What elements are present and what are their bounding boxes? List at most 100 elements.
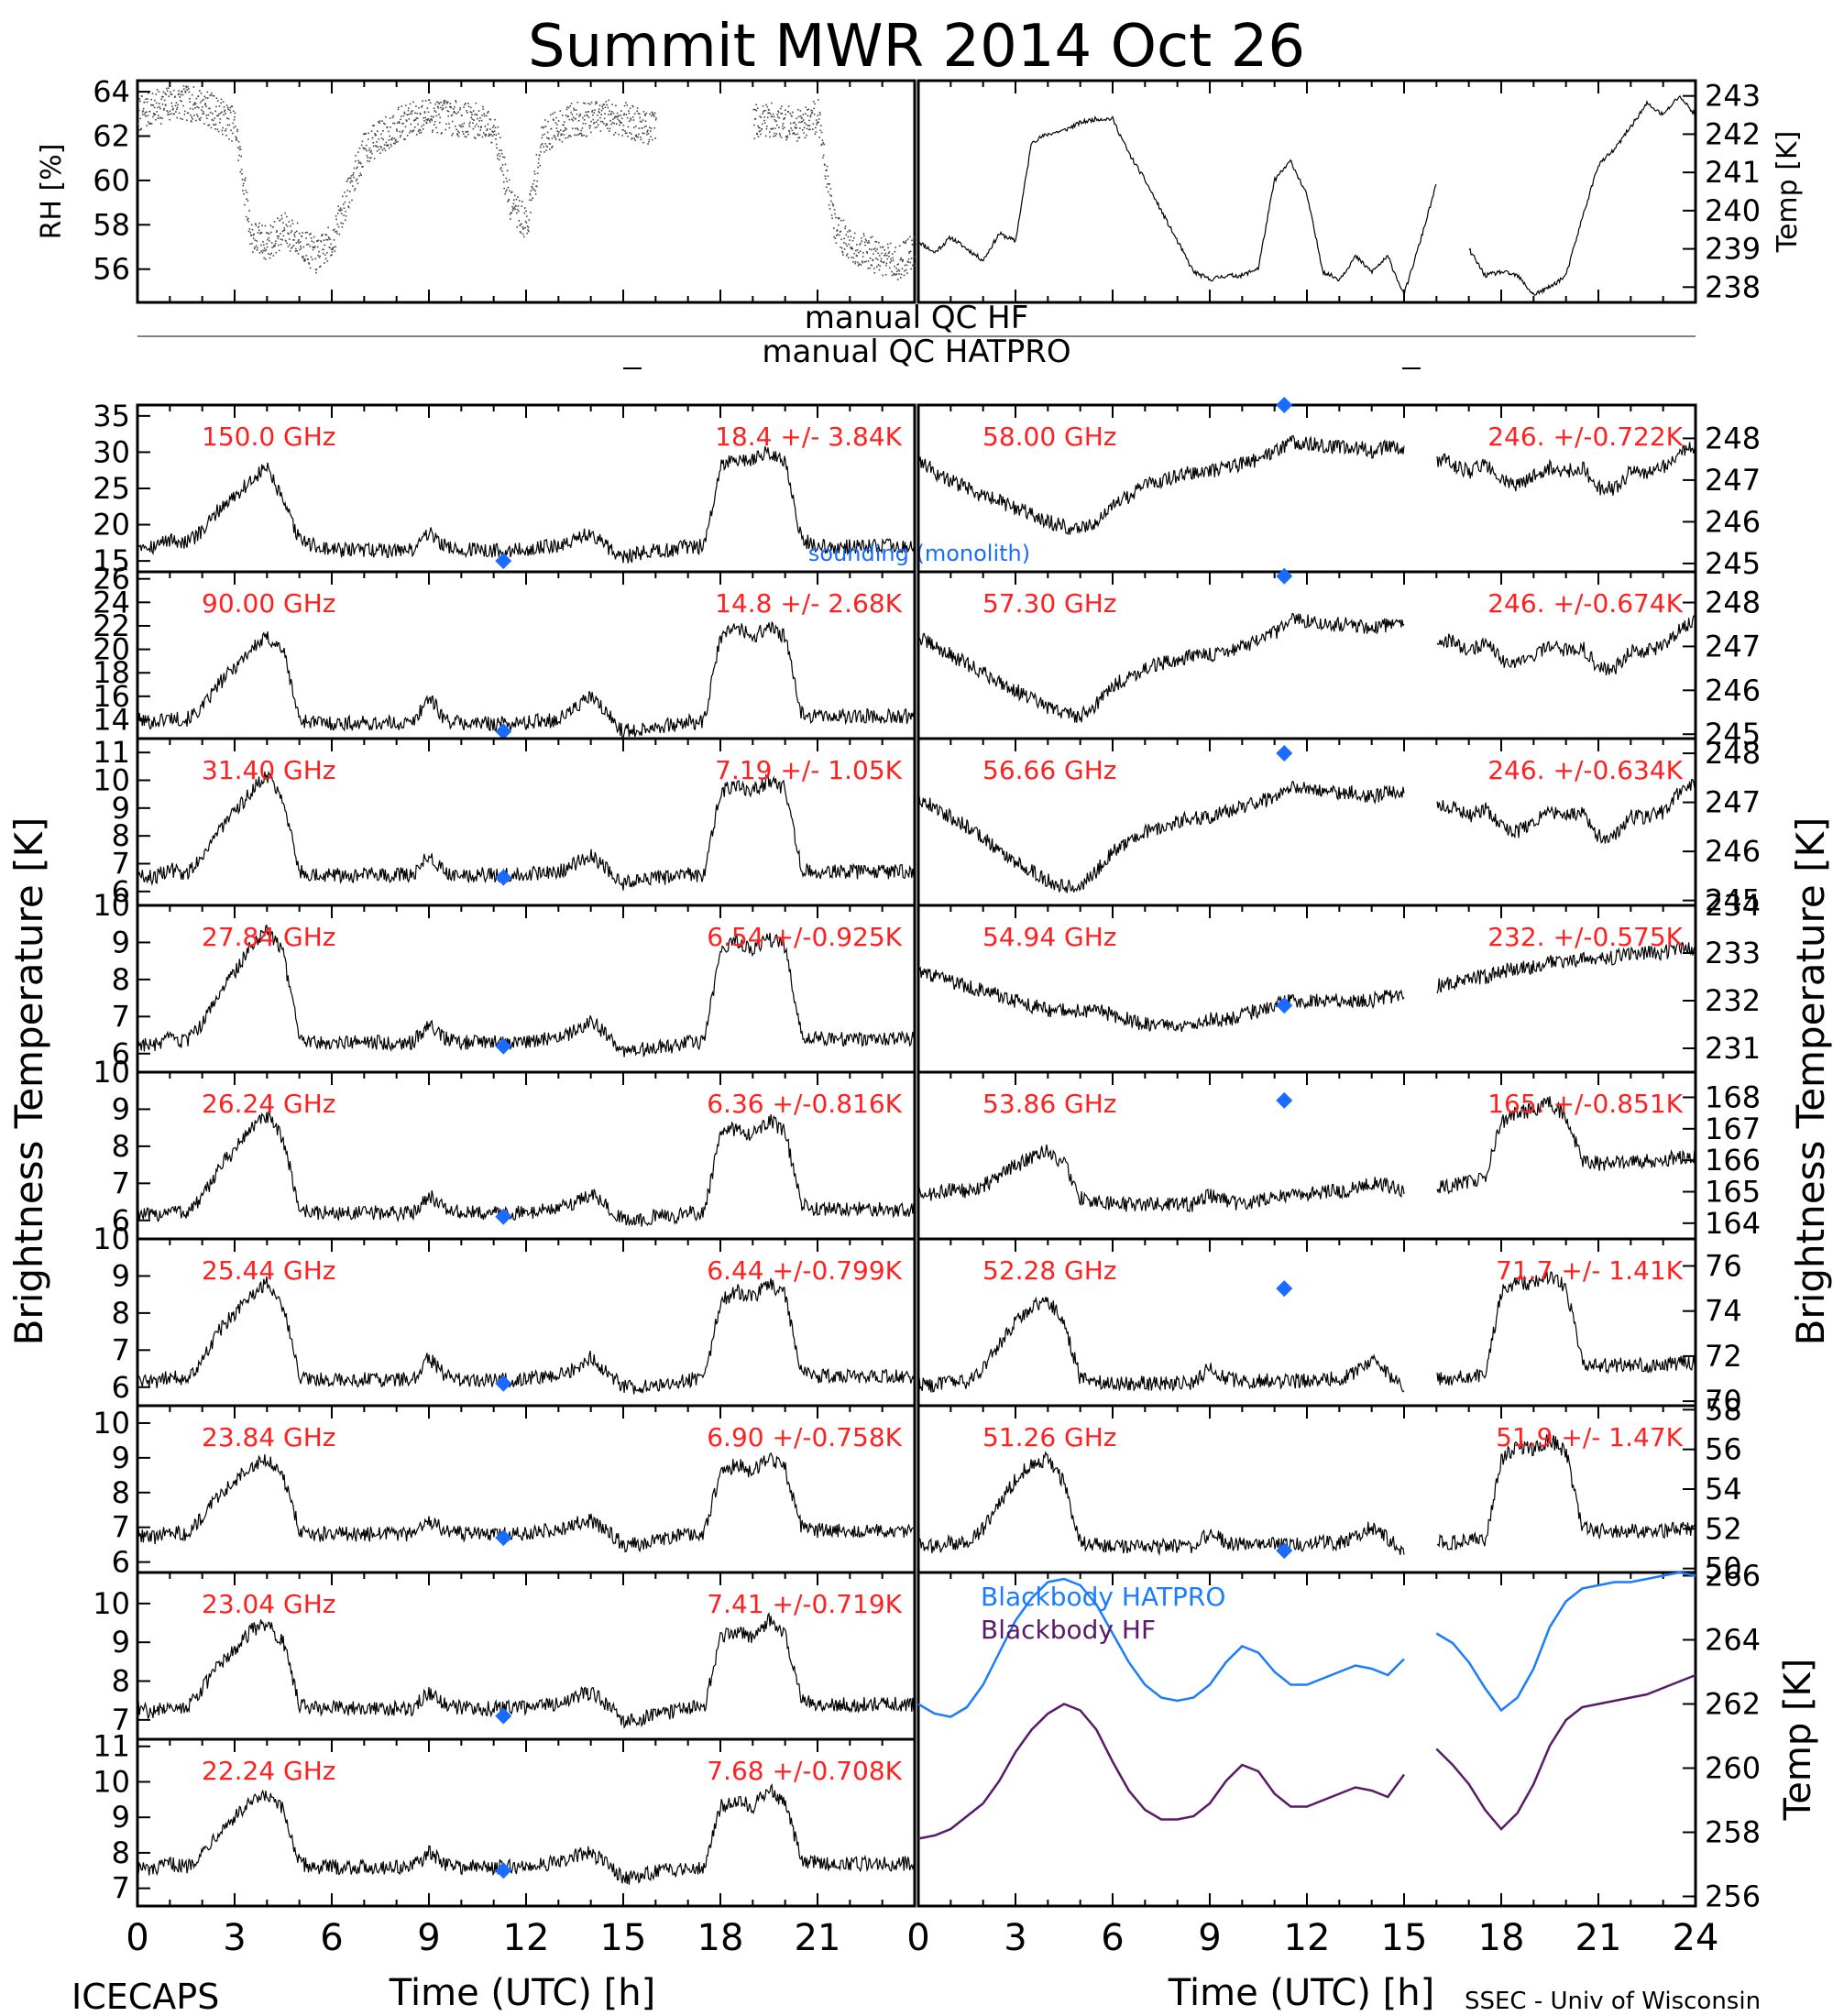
rh-point: [549, 148, 551, 150]
rh-point: [502, 174, 505, 176]
rh-point: [260, 244, 262, 247]
rh-point: [171, 105, 173, 107]
rh-point: [587, 116, 590, 118]
rh-point: [258, 252, 261, 254]
rh-point: [507, 201, 509, 203]
rh-point: [909, 261, 912, 264]
stat-label: 6.54 +/-0.925K: [707, 922, 902, 952]
rh-point: [424, 116, 426, 119]
rh-point: [397, 108, 400, 111]
rh-point: [393, 122, 396, 125]
rh-point: [272, 255, 275, 257]
rh-point: [843, 242, 845, 244]
rh-point: [520, 224, 521, 226]
rh-point: [177, 104, 179, 106]
rh-point: [858, 251, 860, 254]
rh-point: [406, 114, 408, 116]
rh-point: [348, 177, 350, 180]
rh-point: [604, 106, 607, 108]
rh-point: [440, 133, 443, 135]
rh-point: [897, 263, 899, 265]
rh-point: [647, 132, 650, 135]
rh-point: [438, 114, 440, 115]
rh-point: [265, 258, 267, 260]
rh-point: [759, 130, 762, 132]
rh-point: [352, 171, 355, 174]
rh-point: [203, 112, 205, 115]
rh-point: [148, 110, 151, 113]
rh-point: [219, 112, 222, 115]
rh-point: [459, 108, 461, 111]
rh-point: [309, 267, 312, 269]
rh-point: [631, 133, 632, 135]
rh-point: [365, 148, 367, 150]
rh-point: [291, 223, 294, 225]
rh-point: [488, 135, 489, 137]
rh-point: [181, 118, 183, 120]
rh-point: [876, 248, 878, 250]
rh-point: [585, 111, 587, 114]
rh-point: [632, 119, 635, 121]
rh-point: [180, 93, 182, 96]
rh-point: [257, 232, 259, 234]
rh-point: [271, 247, 273, 248]
rh-point: [898, 269, 901, 272]
rh-point: [456, 113, 458, 115]
rh-point: [398, 121, 401, 123]
rh-point: [464, 136, 466, 137]
rh-point: [400, 135, 402, 137]
rh-point: [511, 209, 514, 212]
rh-point: [470, 111, 473, 114]
rh-point: [301, 256, 303, 258]
rh-point: [332, 247, 334, 249]
rh-point: [414, 118, 417, 121]
rh-point: [263, 244, 265, 247]
rh-point: [869, 267, 871, 269]
rh-point: [332, 248, 334, 250]
rh-point: [802, 129, 804, 131]
rh-point: [351, 181, 354, 182]
rh-point: [149, 122, 152, 125]
rh-point: [192, 108, 194, 110]
rh-point: [501, 164, 504, 166]
rh-point: [841, 251, 844, 254]
rh-point: [452, 108, 455, 110]
rh-point: [302, 246, 305, 248]
rh-point: [446, 110, 449, 112]
rh-point: [610, 111, 613, 113]
rh-point: [481, 115, 483, 116]
stat-label: 71.7 +/- 1.41K: [1496, 1255, 1683, 1286]
rh-point: [785, 136, 787, 137]
rh-point: [432, 131, 434, 133]
rh-point: [534, 190, 536, 192]
rh-point: [835, 216, 837, 219]
rh-point: [561, 140, 564, 143]
rh-point: [265, 232, 268, 234]
ytick-label: 246: [1705, 834, 1761, 869]
rh-point: [593, 122, 596, 124]
rh-point: [182, 104, 184, 107]
rh-point: [349, 181, 352, 184]
rh-point: [507, 186, 510, 189]
rh-point: [291, 246, 293, 248]
rh-point: [242, 190, 244, 192]
rh-point: [558, 131, 560, 133]
rh-point: [165, 93, 168, 96]
rh-point: [315, 271, 317, 274]
rh-ylabel: RH [%]: [36, 144, 68, 240]
rh-point: [145, 98, 147, 100]
rh-point: [192, 118, 193, 120]
rh-point: [342, 195, 344, 198]
rh-point: [183, 114, 186, 115]
rh-point: [615, 104, 617, 107]
rh-point: [265, 248, 268, 251]
rh-point: [510, 192, 512, 193]
rh-point: [439, 116, 441, 119]
rh-point: [434, 121, 436, 123]
rh-point: [526, 215, 528, 217]
rh-point: [483, 113, 485, 115]
rh-point: [418, 106, 420, 109]
rh-point: [779, 107, 782, 110]
rh-point: [840, 247, 843, 249]
rh-point: [406, 120, 408, 122]
